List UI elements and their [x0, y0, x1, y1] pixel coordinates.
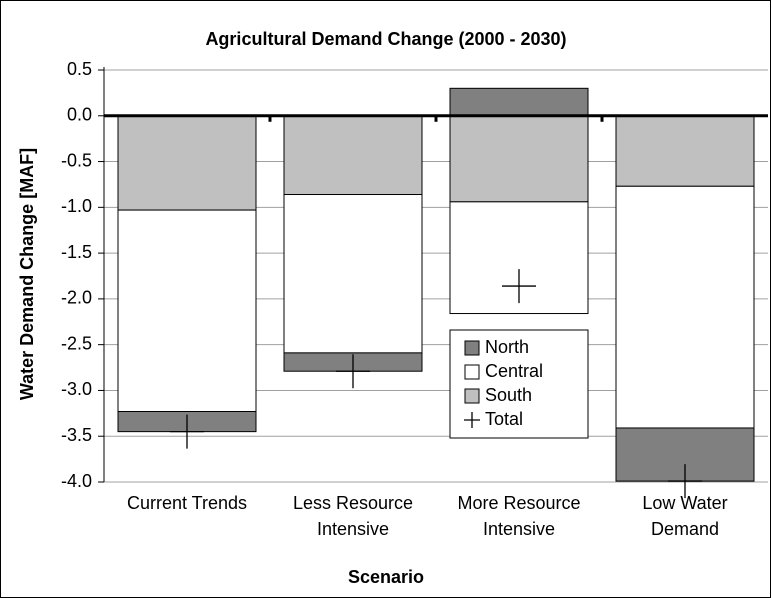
legend-label: Total [485, 409, 523, 429]
bar-segment [283, 115, 423, 196]
bar-segment [449, 87, 589, 117]
chart-title: Agricultural Demand Change (2000 - 2030) [205, 29, 566, 49]
x-tick-label: Intensive [483, 519, 555, 539]
total-marker [502, 269, 536, 304]
x-tick-label: Demand [651, 519, 719, 539]
y-tick-label: -0.5 [61, 150, 92, 170]
x-axis-label: Scenario [348, 567, 424, 587]
legend-swatch [464, 388, 480, 404]
bar-segment [283, 194, 423, 354]
bar-segment [615, 185, 755, 429]
x-tick-label: Low Water [642, 493, 727, 513]
y-tick-label: -4.0 [61, 471, 92, 491]
x-tick-label: Less Resource [293, 493, 413, 513]
total-marker [170, 414, 204, 449]
legend-label: Central [485, 361, 543, 381]
y-tick-label: -3.5 [61, 425, 92, 445]
y-tick-label: 0.5 [67, 59, 92, 79]
y-axis-label: Water Demand Change [MAF] [17, 148, 37, 400]
x-tick-label: Intensive [317, 519, 389, 539]
y-tick-label: -3.0 [61, 379, 92, 399]
total-marker [668, 464, 702, 499]
y-tick-label: -1.5 [61, 242, 92, 262]
bar-segment [117, 115, 257, 211]
y-tick-label: -2.0 [61, 288, 92, 308]
x-tick-label: More Resource [457, 493, 580, 513]
bar-segment [117, 209, 257, 413]
legend-marker [464, 412, 480, 428]
total-marker [336, 354, 370, 389]
y-tick-label: -1.0 [61, 196, 92, 216]
legend-swatch [464, 364, 480, 380]
x-tick-label: Current Trends [127, 493, 247, 513]
legend-label: North [485, 337, 529, 357]
legend-label: South [485, 385, 532, 405]
y-tick-label: -2.5 [61, 333, 92, 353]
bar-segment [449, 115, 589, 203]
legend-swatch [464, 340, 480, 356]
y-tick-label: 0.0 [67, 105, 92, 125]
bar-segment [615, 115, 755, 187]
